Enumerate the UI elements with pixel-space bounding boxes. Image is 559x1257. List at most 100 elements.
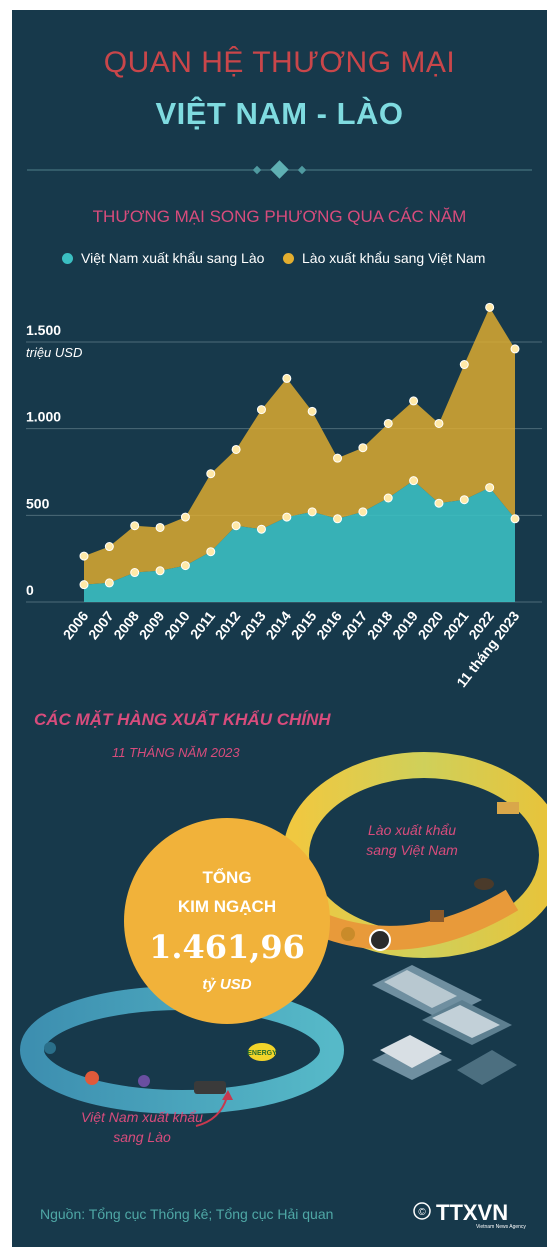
data-point-vn <box>155 566 165 576</box>
x-tick-label: 2020 <box>415 608 447 643</box>
area-chart: 0 500 1.000 1.500 triệu USD 200620072008200… <box>26 302 542 690</box>
data-point-vn <box>434 498 444 508</box>
data-point-vn <box>282 512 292 522</box>
data-point-laos <box>206 469 216 479</box>
point-layer <box>79 302 520 590</box>
laos-to-vn-label-line1: Lào xuất khẩu <box>368 822 456 838</box>
data-point-laos <box>256 405 266 415</box>
data-point-vn <box>358 507 368 517</box>
data-point-vn <box>79 580 89 590</box>
x-tick-label: 2012 <box>212 608 244 643</box>
product-icons-vn: ENERGY <box>44 1042 277 1094</box>
data-point-laos <box>333 453 343 463</box>
logo-subtext: Vietnam News Agency <box>476 1224 526 1230</box>
data-point-laos <box>409 396 419 406</box>
source-note: Nguồn: Tổng cục Thống kê; Tổng cục Hải q… <box>40 1206 334 1222</box>
legend-swatch-laos <box>283 252 294 264</box>
series-area-laos <box>84 307 515 585</box>
svg-text:©: © <box>418 1207 426 1218</box>
data-point-laos <box>155 522 165 532</box>
data-point-laos <box>459 360 469 370</box>
title-line-1: QUAN HỆ THƯƠNG MẠI <box>103 46 456 79</box>
x-tick-label: 2018 <box>364 608 396 643</box>
total-trade-unit: tỷ USD <box>202 976 252 993</box>
legend-item-laos: Lào xuất khẩu sang Việt Nam <box>283 250 485 266</box>
data-point-laos <box>130 521 140 531</box>
x-tick-label: 2013 <box>237 608 269 643</box>
data-point-vn <box>206 547 216 557</box>
y-axis-ticks: 0 500 1.000 1.500 <box>26 322 61 598</box>
y-tick-label: 1.000 <box>26 409 61 425</box>
vn-to-laos-label-line1: Việt Nam xuất khẩu <box>81 1109 203 1125</box>
data-point-vn <box>409 476 419 486</box>
ttxvn-logo: © TTXVN Vietnam News Agency <box>413 1200 526 1230</box>
data-point-laos <box>282 373 292 383</box>
energy-badge-icon <box>248 1043 276 1061</box>
vn-to-laos-label: Việt Nam xuất khẩu sang Lào <box>52 1107 232 1147</box>
data-point-vn <box>485 483 495 493</box>
x-tick-label: 2019 <box>389 608 421 643</box>
legend-label-vn: Việt Nam xuất khẩu sang Lào <box>81 250 265 266</box>
x-tick-label: 2014 <box>262 608 294 643</box>
data-point-vn <box>104 578 114 588</box>
arrow-to-vn-label <box>195 1096 228 1127</box>
total-label-line2: KIM NGẠCH <box>177 897 277 916</box>
laos-to-vn-label: Lào xuất khẩu sang Việt Nam <box>342 820 482 860</box>
fruit-icon <box>341 927 355 941</box>
data-point-laos <box>180 512 190 522</box>
coal-icon <box>474 878 494 890</box>
x-tick-label: 2009 <box>136 608 168 643</box>
y-tick-label: 1.500 <box>26 322 61 338</box>
data-point-vn <box>459 495 469 505</box>
data-point-laos <box>104 542 114 552</box>
x-tick-label: 2017 <box>338 608 370 643</box>
data-point-laos <box>485 302 495 312</box>
infographic-panel: QUAN HỆ THƯƠNG MẠI VIỆT NAM - LÀO THƯƠNG… <box>12 10 547 1247</box>
data-point-laos <box>307 406 317 416</box>
title-divider <box>27 160 532 179</box>
copyright-icon <box>413 1202 431 1220</box>
data-point-vn <box>180 561 190 571</box>
wood-icon <box>430 910 444 922</box>
x-tick-label: 2008 <box>110 608 142 643</box>
data-point-vn <box>256 524 266 534</box>
x-tick-label: 2007 <box>85 608 117 643</box>
products-section-subtitle: 11 THÁNG NĂM 2023 <box>112 745 240 760</box>
total-trade-circle <box>124 818 330 1024</box>
y-tick-label: 500 <box>26 495 50 511</box>
data-point-vn <box>333 514 343 524</box>
x-tick-label: 2010 <box>161 608 193 643</box>
trade-rings-illustration: ENERGY <box>20 752 547 1127</box>
data-point-laos <box>510 344 520 354</box>
y-tick-label: 0 <box>26 582 34 598</box>
x-tick-label: 2011 <box>187 608 218 642</box>
data-point-vn <box>231 521 241 531</box>
x-axis-ticks: 2006200720082009201020112012201320142015… <box>60 608 523 690</box>
series-area-vn <box>84 480 515 602</box>
legend-swatch-vn <box>62 252 73 264</box>
x-tick-label: 2021 <box>440 608 472 643</box>
data-point-laos <box>358 443 368 453</box>
arrow-head <box>222 1090 233 1100</box>
total-trade-value: 1.461,96 <box>149 928 305 966</box>
laos-to-vn-label-line2: sang Việt Nam <box>366 842 458 858</box>
data-point-laos <box>231 444 241 454</box>
crate-icon <box>497 802 519 814</box>
data-point-laos <box>383 418 393 428</box>
products-section-title: CÁC MẶT HÀNG XUẤT KHẨU CHÍNH <box>34 710 331 729</box>
chart-title: THƯƠNG MẠI SONG PHƯƠNG QUA CÁC NĂM <box>92 207 467 226</box>
machine-icon <box>44 1042 56 1054</box>
x-tick-label: 2006 <box>60 608 92 643</box>
data-point-vn <box>383 493 393 503</box>
cart-icon <box>138 1075 150 1087</box>
data-point-vn <box>130 568 140 578</box>
rubber-tire-icon <box>369 929 391 951</box>
y-axis-label: triệu USD <box>26 345 82 360</box>
data-point-laos <box>434 418 444 428</box>
energy-badge-text: ENERGY <box>247 1050 277 1057</box>
shrimp-icon <box>85 1071 99 1085</box>
logo-text: TTXVN <box>436 1200 508 1225</box>
title-line-2: VIỆT NAM - LÀO <box>155 96 404 131</box>
legend-label-laos: Lào xuất khẩu sang Việt Nam <box>302 250 486 266</box>
x-tick-label: 2015 <box>288 608 320 643</box>
